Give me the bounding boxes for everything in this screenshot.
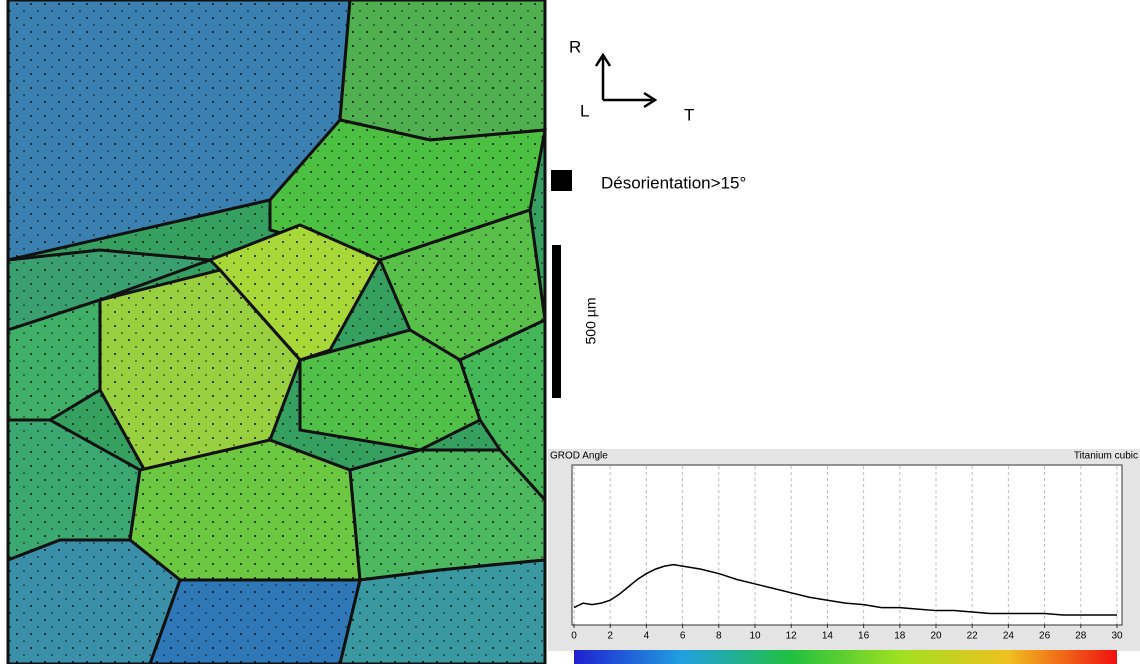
x-tick-label: 2	[607, 631, 613, 642]
x-tick-label: 4	[644, 631, 650, 642]
direction-label: R	[569, 37, 581, 56]
x-tick-label: 10	[749, 631, 761, 642]
x-tick-label: 6	[680, 631, 686, 642]
chart-title: GROD Angle	[550, 451, 608, 462]
grain-map	[6, 0, 547, 664]
plot-area	[571, 464, 1123, 626]
x-tick-label: 30	[1111, 631, 1123, 642]
x-tick-label: 12	[786, 631, 798, 642]
scale-bar	[552, 245, 561, 398]
x-tick-label: 8	[716, 631, 722, 642]
legend-swatch	[551, 170, 572, 191]
data-line	[573, 563, 1117, 616]
direction-label: L	[580, 101, 589, 120]
legend-label: Désorientation>15°	[601, 173, 746, 192]
x-tick-label: 22	[967, 631, 979, 642]
x-tick-label: 16	[858, 631, 870, 642]
x-tick-label: 18	[894, 631, 906, 642]
x-tick-label: 14	[822, 631, 834, 642]
scale-label: 500 µm	[583, 298, 599, 345]
x-tick-label: 0	[571, 631, 577, 642]
x-tick-label: 24	[1003, 631, 1015, 642]
chart-subtitle: Titanium cubic	[1074, 451, 1138, 462]
color-bar	[574, 650, 1117, 664]
x-tick-label: 26	[1039, 631, 1051, 642]
x-tick-label: 28	[1075, 631, 1087, 642]
x-tick-label: 20	[930, 631, 942, 642]
direction-axes	[594, 52, 658, 109]
direction-label: T	[684, 105, 694, 124]
